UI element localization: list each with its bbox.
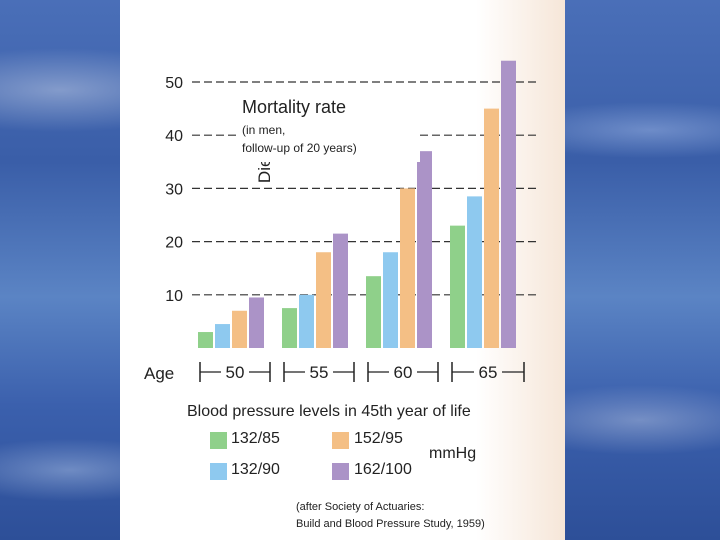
chart-subtitle-line-1: (in men,	[242, 123, 285, 137]
legend-label-152-95: 152/95	[354, 430, 403, 447]
legend-label-132-90: 132/90	[231, 461, 280, 478]
legend-swatch-162-100	[332, 463, 349, 480]
age-category-55: 55	[310, 363, 329, 382]
age-label: Age	[144, 364, 174, 383]
legend-label-162-100: 162/100	[354, 461, 412, 478]
bar-50-132-90	[215, 324, 230, 348]
x-axis-label: Blood pressure levels in 45th year of li…	[187, 403, 471, 420]
y-tick-20: 20	[165, 235, 183, 252]
y-tick-40: 40	[165, 128, 183, 145]
age-category-60: 60	[394, 363, 413, 382]
bar-65-152-95	[484, 108, 499, 348]
x-axis-groups: 50 55 60 65	[199, 362, 525, 382]
age-category-50: 50	[226, 363, 245, 382]
bar-55-162-100	[333, 233, 348, 348]
legend-swatch-132-85	[210, 432, 227, 449]
y-tick-30: 30	[165, 181, 183, 198]
y-tick-50: 50	[165, 75, 183, 92]
bar-60-132-90	[383, 252, 398, 348]
source-line-1: (after Society of Actuaries:	[296, 501, 425, 513]
y-tick-labels: 10 20 30 40 50	[165, 75, 183, 305]
legend-unit: mmHg	[429, 445, 477, 462]
bar-50-132-85	[198, 332, 213, 348]
bar-60-132-85	[366, 276, 381, 348]
bar-60-152-95	[400, 188, 415, 348]
bar-65-162-100	[501, 60, 516, 348]
bar-55-132-85	[282, 308, 297, 348]
bars	[198, 60, 516, 348]
legend-label-132-85: 132/85	[231, 430, 280, 447]
bar-55-132-90	[299, 294, 314, 348]
legend-swatch-152-95	[332, 432, 349, 449]
bar-50-152-95	[232, 310, 247, 348]
chart-subtitle-line-2: follow-up of 20 years)	[242, 141, 357, 155]
bar-55-152-95	[316, 252, 331, 348]
age-category-65: 65	[479, 363, 498, 382]
bar-65-132-85	[450, 225, 465, 348]
bar-65-132-90	[467, 196, 482, 348]
source-line-2: Build and Blood Pressure Study, 1959)	[296, 518, 485, 530]
title-backdrop	[240, 92, 420, 162]
chart-title: Mortality rate	[242, 97, 346, 117]
bar-50-162-100	[249, 297, 264, 348]
bar-60-162-100	[417, 151, 432, 348]
y-tick-10: 10	[165, 288, 183, 305]
legend-swatch-132-90	[210, 463, 227, 480]
